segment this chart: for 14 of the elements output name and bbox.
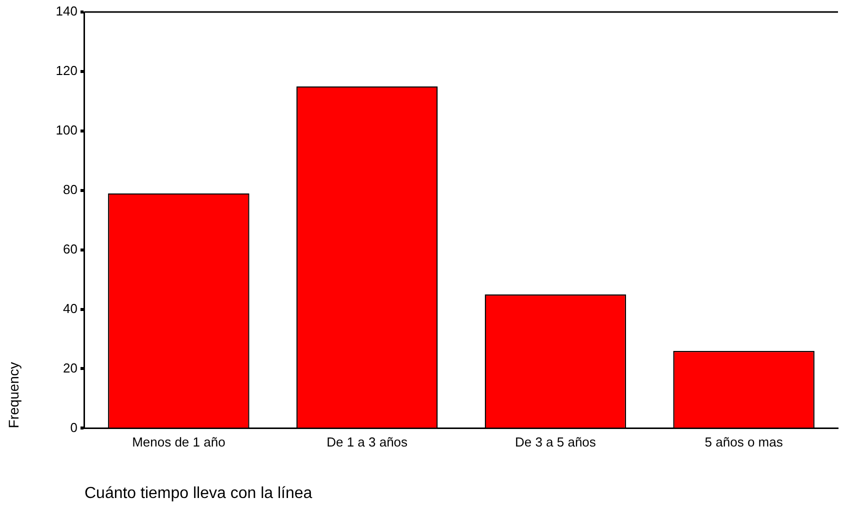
y-tick-label: 80 — [63, 182, 78, 197]
y-tick-label: 100 — [56, 122, 78, 138]
x-axis-title: Cuánto tiempo lleva con la línea — [84, 484, 312, 502]
x-tick-label: Menos de 1 año — [132, 434, 226, 450]
x-tick-label: 5 años o mas — [704, 434, 784, 450]
x-tick-label: De 3 a 5 años — [514, 434, 596, 450]
y-tick-label: 20 — [63, 360, 78, 376]
x-tick-label: De 1 a 3 años — [326, 434, 408, 450]
y-tick-label: 120 — [56, 63, 78, 78]
y-tick-label: 0 — [70, 420, 78, 435]
y-axis-title: Frequency — [5, 362, 22, 428]
y-tick-label: 140 — [56, 4, 78, 19]
y-tick-label: 60 — [63, 241, 78, 256]
y-tick-label: 40 — [63, 300, 78, 316]
